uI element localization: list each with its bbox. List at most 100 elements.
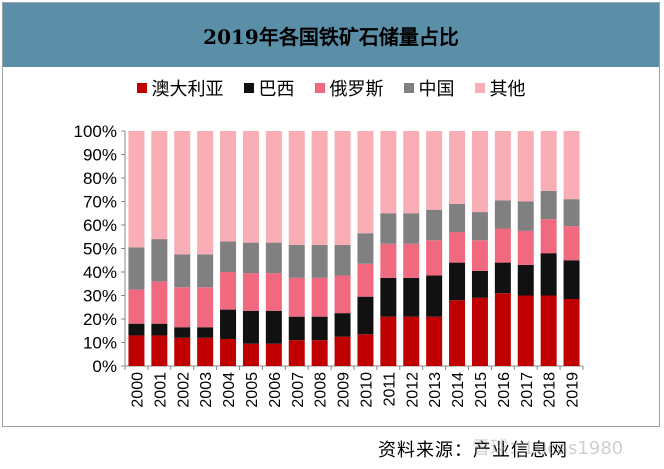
legend-item: 巴西 bbox=[243, 75, 295, 101]
bar-segment bbox=[540, 190, 557, 220]
x-tick-label: 2004 bbox=[221, 372, 238, 408]
bar-segment bbox=[311, 277, 328, 317]
bar-segment bbox=[471, 297, 488, 366]
bar-segment bbox=[494, 228, 511, 263]
bar-segment bbox=[540, 131, 557, 191]
legend-item: 澳大利亚 bbox=[136, 75, 224, 101]
y-tick-label: 70% bbox=[83, 193, 117, 212]
legend-label: 中国 bbox=[418, 79, 455, 100]
x-tick-label: 2008 bbox=[313, 372, 330, 408]
y-tick-label: 90% bbox=[83, 146, 117, 165]
chart-title: 2019年各国铁矿石储量占比 bbox=[203, 24, 459, 49]
bar-segment bbox=[174, 337, 191, 366]
bar-segment bbox=[449, 300, 466, 366]
x-tick-label: 2002 bbox=[175, 372, 192, 408]
x-tick-label: 2014 bbox=[450, 372, 467, 408]
bar-segment bbox=[357, 296, 374, 335]
bar-segment bbox=[380, 277, 397, 317]
bar-segment bbox=[403, 243, 420, 278]
bar-segment bbox=[265, 310, 282, 344]
bar-segment bbox=[288, 244, 305, 278]
bar-segment bbox=[380, 316, 397, 366]
bar-segment bbox=[265, 131, 282, 243]
bar-segment bbox=[380, 213, 397, 244]
bar-segment bbox=[220, 309, 237, 339]
bar-segment bbox=[357, 334, 374, 366]
bar-segment bbox=[494, 131, 511, 201]
legend-item: 其他 bbox=[474, 75, 526, 101]
legend-swatch bbox=[314, 83, 325, 93]
x-tick-label: 2012 bbox=[404, 372, 421, 408]
bar-segment bbox=[517, 264, 534, 296]
bar-segment bbox=[265, 242, 282, 274]
y-tick-label: 30% bbox=[83, 287, 117, 306]
bar-segment bbox=[220, 241, 237, 272]
legend-item: 俄罗斯 bbox=[314, 75, 384, 101]
bar-segment bbox=[540, 219, 557, 254]
y-tick-label: 60% bbox=[83, 216, 117, 235]
bar-segment bbox=[426, 131, 443, 210]
bar-segment bbox=[151, 335, 168, 366]
legend-label: 其他 bbox=[489, 79, 526, 100]
bar-segment bbox=[426, 316, 443, 366]
bar-segment bbox=[334, 336, 351, 366]
bar-segment bbox=[151, 323, 168, 336]
bar-segment bbox=[174, 287, 191, 328]
bar-segment bbox=[288, 316, 305, 341]
x-tick-label: 2007 bbox=[290, 372, 307, 408]
bar-segment bbox=[471, 131, 488, 213]
bar-segment bbox=[242, 273, 259, 311]
y-tick-label: 20% bbox=[83, 310, 117, 329]
bar-segment bbox=[357, 233, 374, 264]
bar-segment bbox=[151, 239, 168, 282]
bar-segment bbox=[403, 131, 420, 214]
legend-swatch bbox=[474, 83, 485, 93]
bar-segment bbox=[517, 201, 534, 231]
bar-segment bbox=[449, 203, 466, 233]
bar-segment bbox=[311, 316, 328, 341]
bar-segment bbox=[311, 131, 328, 245]
bar-segment bbox=[288, 340, 305, 366]
x-tick-label: 2015 bbox=[473, 372, 490, 408]
bar-segment bbox=[174, 327, 191, 338]
bar-segment bbox=[494, 200, 511, 229]
x-tick-label: 2018 bbox=[542, 372, 559, 408]
bar-segment bbox=[471, 212, 488, 241]
x-tick-label: 2003 bbox=[198, 372, 215, 408]
bar-segment bbox=[311, 340, 328, 366]
legend: 澳大利亚 巴西 俄罗斯 中国 其他 bbox=[3, 73, 659, 103]
legend-label: 巴西 bbox=[258, 79, 295, 100]
bar-segment bbox=[220, 272, 237, 310]
x-tick-label: 2010 bbox=[358, 372, 375, 408]
bar-segment bbox=[563, 226, 580, 261]
bar-segment bbox=[128, 131, 145, 248]
bar-segment bbox=[197, 254, 214, 288]
bar-segment bbox=[426, 240, 443, 276]
title-bar: 2019年各国铁矿石储量占比 bbox=[3, 3, 659, 67]
source-note: 资料来源：产业信息网 bbox=[378, 440, 568, 461]
bar-segment bbox=[265, 273, 282, 311]
x-tick-label: 2005 bbox=[244, 372, 261, 408]
x-tick-label: 2001 bbox=[152, 372, 169, 408]
x-tick-label: 2006 bbox=[267, 372, 284, 408]
bar-segment bbox=[151, 131, 168, 240]
bar-segment bbox=[334, 275, 351, 314]
bar-segment bbox=[517, 131, 534, 202]
bar-segment bbox=[242, 310, 259, 344]
bar-segment bbox=[174, 131, 191, 255]
bar-segment bbox=[380, 131, 397, 214]
bar-segment bbox=[357, 263, 374, 297]
bar-segment bbox=[471, 240, 488, 271]
legend-swatch bbox=[136, 83, 147, 93]
bar-segment bbox=[197, 337, 214, 366]
bar-segment bbox=[563, 299, 580, 366]
bar-segment bbox=[174, 254, 191, 288]
y-tick-label: 10% bbox=[83, 334, 117, 353]
bar-segment bbox=[563, 131, 580, 200]
x-tick-label: 2019 bbox=[565, 372, 582, 408]
bar-segment bbox=[449, 131, 466, 204]
bar-segment bbox=[449, 232, 466, 263]
bar-segment bbox=[288, 131, 305, 245]
x-tick-label: 2009 bbox=[336, 372, 353, 408]
